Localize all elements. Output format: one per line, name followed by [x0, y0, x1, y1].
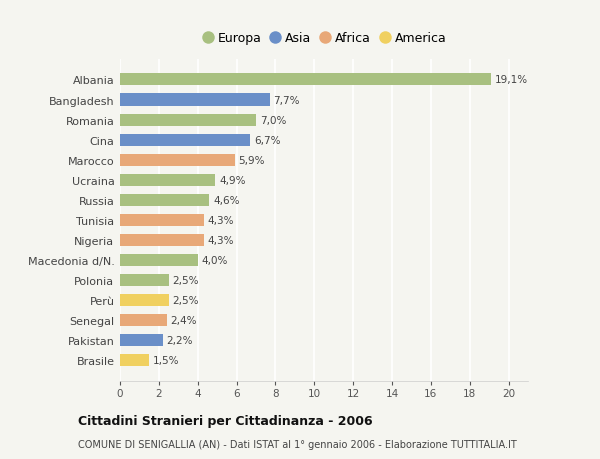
- Text: 2,5%: 2,5%: [172, 275, 199, 285]
- Text: 1,5%: 1,5%: [153, 355, 179, 365]
- Text: 4,3%: 4,3%: [208, 215, 234, 225]
- Text: COMUNE DI SENIGALLIA (AN) - Dati ISTAT al 1° gennaio 2006 - Elaborazione TUTTITA: COMUNE DI SENIGALLIA (AN) - Dati ISTAT a…: [78, 440, 517, 449]
- Legend: Europa, Asia, Africa, America: Europa, Asia, Africa, America: [196, 28, 452, 50]
- Text: 2,5%: 2,5%: [172, 295, 199, 305]
- Text: 4,0%: 4,0%: [202, 255, 228, 265]
- Bar: [120, 214, 203, 226]
- Text: 5,9%: 5,9%: [239, 155, 265, 165]
- Text: Cittadini Stranieri per Cittadinanza - 2006: Cittadini Stranieri per Cittadinanza - 2…: [78, 414, 373, 428]
- Text: 4,6%: 4,6%: [213, 196, 240, 205]
- Bar: [120, 314, 167, 326]
- Text: 4,3%: 4,3%: [208, 235, 234, 245]
- Bar: [120, 134, 250, 146]
- Bar: [120, 74, 491, 86]
- Text: 4,9%: 4,9%: [219, 175, 245, 185]
- Bar: [120, 235, 203, 246]
- Text: 19,1%: 19,1%: [495, 75, 528, 85]
- Bar: [120, 94, 269, 106]
- Text: 2,4%: 2,4%: [170, 315, 197, 325]
- Text: 2,2%: 2,2%: [167, 336, 193, 345]
- Text: 7,7%: 7,7%: [274, 95, 300, 105]
- Bar: [120, 274, 169, 286]
- Bar: [120, 254, 198, 266]
- Text: 7,0%: 7,0%: [260, 115, 286, 125]
- Bar: [120, 114, 256, 126]
- Bar: [120, 294, 169, 306]
- Bar: [120, 174, 215, 186]
- Text: 6,7%: 6,7%: [254, 135, 281, 146]
- Bar: [120, 194, 209, 206]
- Bar: [120, 334, 163, 347]
- Bar: [120, 154, 235, 166]
- Bar: [120, 354, 149, 366]
